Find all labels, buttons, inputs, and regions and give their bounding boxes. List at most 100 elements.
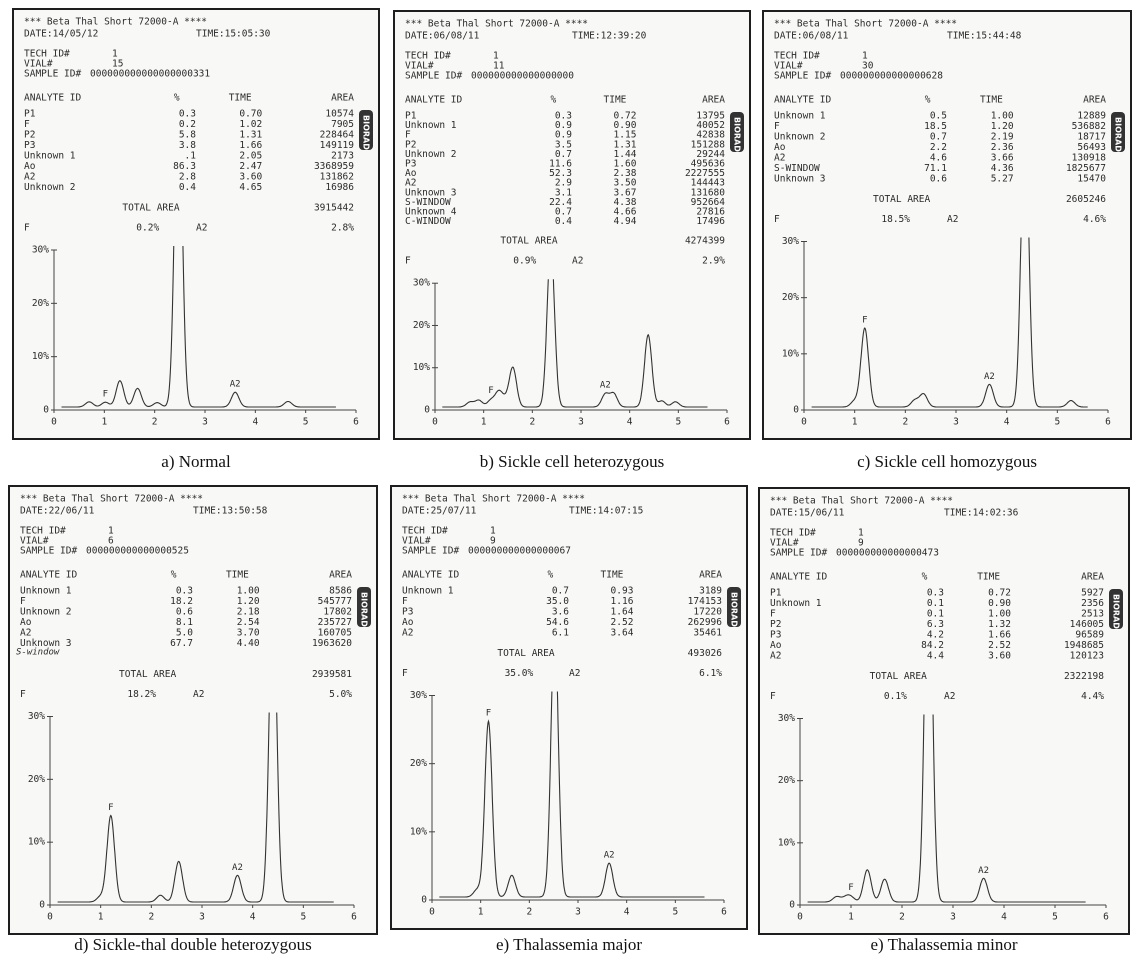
panel: *** Beta Thal Short 72000-A ****DATE:22/… bbox=[9, 486, 377, 934]
analyte-time: 4.65 bbox=[239, 182, 262, 193]
x-tick-label: 3 bbox=[199, 912, 205, 923]
y-tick-label: 0 bbox=[793, 405, 799, 416]
total-label: TOTAL AREA bbox=[873, 194, 930, 205]
x-tick-label: 2 bbox=[529, 417, 535, 428]
column-header: % bbox=[551, 95, 557, 106]
analyte-area: 18717 bbox=[1077, 132, 1106, 143]
y-tick-label: 20% bbox=[32, 298, 49, 309]
analyte-pct: 67.7 bbox=[170, 638, 193, 649]
analyte-time: 1.16 bbox=[611, 596, 634, 607]
analyte-area: 235727 bbox=[318, 617, 352, 628]
analyte-time: 4.40 bbox=[237, 638, 260, 649]
analyte-name: P1 bbox=[24, 109, 36, 120]
analyte-name: Unknown 2 bbox=[774, 132, 825, 143]
x-tick-label: 6 bbox=[721, 907, 727, 918]
x-tick-label: 3 bbox=[578, 417, 584, 428]
y-tick-label: 30% bbox=[413, 278, 430, 289]
analyte-name: P1 bbox=[770, 588, 782, 599]
column-header: AREA bbox=[1083, 95, 1106, 106]
report-date: DATE:06/08/11 bbox=[405, 31, 480, 42]
analyte-pct: 84.2 bbox=[921, 640, 944, 651]
meta-value: 000000000000000525 bbox=[86, 546, 189, 557]
meta-label: SAMPLE ID# bbox=[402, 546, 459, 557]
total-value: 2322198 bbox=[1064, 671, 1104, 682]
x-tick-label: 6 bbox=[724, 417, 730, 428]
analyte-area: 2513 bbox=[1081, 609, 1104, 620]
summary-value: 18.2% bbox=[127, 689, 156, 700]
total-label: TOTAL AREA bbox=[119, 669, 176, 680]
x-tick-label: 0 bbox=[801, 417, 807, 428]
summary-label: A2 bbox=[944, 691, 955, 702]
analyte-name: F bbox=[402, 596, 408, 607]
column-header: AREA bbox=[702, 95, 725, 106]
x-tick-label: 3 bbox=[953, 417, 959, 428]
summary-label: A2 bbox=[572, 256, 583, 267]
analyte-area: 17496 bbox=[696, 216, 725, 227]
analyte-time: 0.72 bbox=[988, 588, 1011, 599]
analyte-name: Ao bbox=[774, 142, 786, 153]
analyte-pct: 0.4 bbox=[179, 182, 196, 193]
report-time: TIME:13:50:58 bbox=[193, 506, 268, 517]
analyte-name: F bbox=[770, 609, 776, 620]
y-tick-label: 20% bbox=[28, 774, 45, 785]
column-header: ANALYTE ID bbox=[774, 95, 831, 106]
analyte-area: 5927 bbox=[1081, 588, 1104, 599]
x-tick-label: 2 bbox=[148, 912, 154, 923]
peak-label: F bbox=[486, 709, 491, 719]
report-title: *** Beta Thal Short 72000-A **** bbox=[20, 494, 203, 505]
column-header: TIME bbox=[601, 570, 624, 581]
analyte-pct: 4.4 bbox=[927, 651, 944, 662]
analyte-name: Ao bbox=[24, 161, 36, 172]
report-time: TIME:15:44:48 bbox=[947, 31, 1022, 42]
analyte-time: 1.02 bbox=[239, 119, 262, 130]
x-tick-label: 0 bbox=[797, 912, 803, 923]
analyte-name: C-WINDOW bbox=[405, 216, 451, 227]
analyte-name: Unknown 2 bbox=[20, 607, 71, 618]
y-tick-label: 0 bbox=[424, 405, 430, 416]
analyte-name: Unknown 2 bbox=[24, 182, 75, 193]
column-header: AREA bbox=[1081, 572, 1104, 583]
analyte-time: 0.70 bbox=[239, 109, 262, 120]
analyte-name: A2 bbox=[402, 628, 413, 639]
analyte-time: 1.20 bbox=[237, 596, 260, 607]
x-tick-label: 4 bbox=[1001, 912, 1007, 923]
total-value: 3915442 bbox=[314, 203, 354, 214]
meta-value: 000000000000000473 bbox=[836, 548, 939, 559]
x-tick-label: 6 bbox=[1103, 912, 1109, 923]
panel: *** Beta Thal Short 72000-A ****DATE:25/… bbox=[391, 486, 747, 929]
report-time: TIME:14:07:15 bbox=[569, 506, 643, 517]
analyte-time: 2.05 bbox=[239, 151, 262, 162]
y-tick-label: 10% bbox=[413, 362, 430, 373]
analyte-pct: 2.8 bbox=[179, 172, 196, 183]
panel: *** Beta Thal Short 72000-A ****DATE:14/… bbox=[13, 9, 379, 439]
analyte-pct: 2.2 bbox=[930, 142, 947, 153]
analyte-name: Unknown 1 bbox=[402, 586, 454, 597]
analyte-pct: 6.3 bbox=[927, 619, 944, 630]
analyte-area: 3368959 bbox=[314, 161, 354, 172]
summary-value: 5.0% bbox=[329, 689, 352, 700]
analyte-area: 17220 bbox=[693, 607, 722, 618]
x-tick-label: 1 bbox=[481, 417, 487, 428]
report-date: DATE:15/06/11 bbox=[770, 508, 845, 519]
y-tick-label: 30% bbox=[32, 245, 49, 256]
analyte-pct: 0.3 bbox=[927, 588, 944, 599]
column-header: % bbox=[922, 572, 928, 583]
report-title: *** Beta Thal Short 72000-A **** bbox=[402, 494, 585, 505]
report-title: *** Beta Thal Short 72000-A **** bbox=[774, 19, 957, 30]
caption: e) Thalassemia minor bbox=[871, 935, 1018, 954]
x-tick-label: 5 bbox=[672, 907, 678, 918]
analyte-time: 3.60 bbox=[988, 651, 1011, 662]
analyte-name: Unknown 3 bbox=[774, 174, 825, 185]
analyte-name: Unknown 1 bbox=[405, 120, 457, 131]
peak-label: F bbox=[488, 386, 493, 396]
column-header: % bbox=[174, 93, 180, 104]
analyte-pct: 0.7 bbox=[552, 586, 569, 597]
analyte-pct: 0.2 bbox=[179, 119, 196, 130]
column-header: TIME bbox=[226, 570, 249, 581]
x-tick-label: 5 bbox=[675, 417, 681, 428]
y-tick-label: 30% bbox=[410, 690, 427, 701]
x-tick-label: 4 bbox=[627, 417, 633, 428]
analyte-area: 228464 bbox=[320, 130, 355, 141]
analyte-time: 1.66 bbox=[239, 140, 262, 151]
caption: b) Sickle cell heterozygous bbox=[480, 452, 665, 471]
